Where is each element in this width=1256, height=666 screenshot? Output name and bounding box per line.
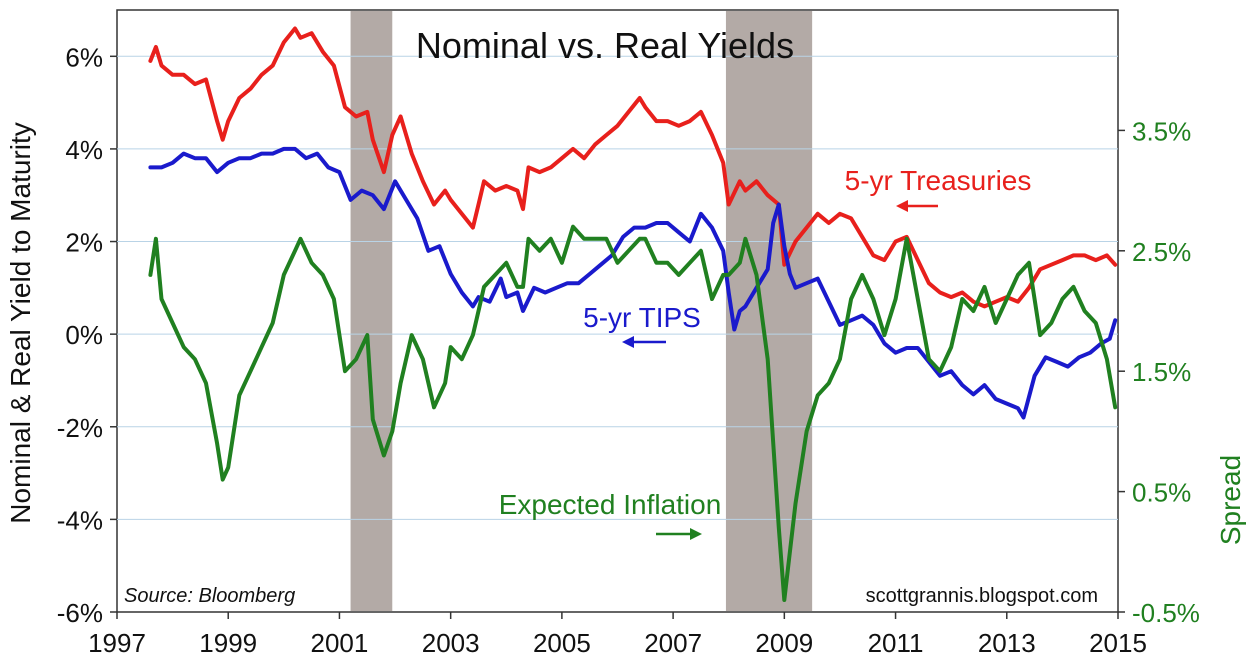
recession-bands <box>350 11 813 611</box>
x-tick-label: 2005 <box>533 628 591 658</box>
y-right-tick-label: 0.5% <box>1132 478 1191 508</box>
y-right-tick-label: 2.5% <box>1132 237 1191 267</box>
x-tick-label: 2011 <box>868 628 924 658</box>
y-axis-right-label: Spread <box>1215 455 1246 545</box>
arrow-right-icon <box>656 528 702 540</box>
series-label-treasuries: 5-yr Treasuries <box>845 165 1032 196</box>
chart-title: Nominal vs. Real Yields <box>416 25 794 66</box>
y-axis-left-label: Nominal & Real Yield to Maturity <box>5 122 36 524</box>
y-left-tick-label: 0% <box>65 320 103 350</box>
treasuries-line <box>148 26 1118 309</box>
y-left-tick-label: -2% <box>57 413 103 443</box>
x-tick-label: 2013 <box>978 628 1036 658</box>
y-right-tick-label: -0.5% <box>1132 598 1200 628</box>
y-right-tick-label: 1.5% <box>1132 357 1191 387</box>
series-label-tips: 5-yr TIPS <box>583 302 701 333</box>
y-left-tick-label: 4% <box>65 135 103 165</box>
plot-frame <box>116 9 1119 613</box>
y-right-tick-label: 3.5% <box>1132 116 1191 146</box>
x-tick-label: 2015 <box>1089 628 1147 658</box>
x-tick-label: 2009 <box>755 628 813 658</box>
x-tick-label: 2007 <box>644 628 702 658</box>
x-tick-label: 1999 <box>199 628 257 658</box>
recession-band <box>350 11 393 611</box>
x-tick-label: 2003 <box>422 628 480 658</box>
y-left-tick-label: 2% <box>65 228 103 258</box>
arrow-left-icon <box>622 336 666 348</box>
expected-inflation-line <box>148 224 1118 602</box>
gridlines <box>117 55 1118 520</box>
x-tick-label: 1997 <box>88 628 146 658</box>
x-tick-label: 2001 <box>311 628 369 658</box>
arrow-left-icon <box>896 200 938 212</box>
series-lines <box>148 26 1118 602</box>
y-left-tick-label: 6% <box>65 42 103 72</box>
series-label-inflation: Expected Inflation <box>499 489 722 520</box>
tick-labels: 1997 1999 2001 2003 2005 2007 2009 2011 2013 2015… <box>57 42 1200 658</box>
y-left-tick-label: -4% <box>57 505 103 535</box>
y-left-tick-label: -6% <box>57 598 103 628</box>
tips-line <box>148 146 1118 420</box>
credit-note: scottgrannis.blogspot.com <box>866 585 1098 607</box>
source-note: Source: Bloomberg <box>124 585 295 607</box>
